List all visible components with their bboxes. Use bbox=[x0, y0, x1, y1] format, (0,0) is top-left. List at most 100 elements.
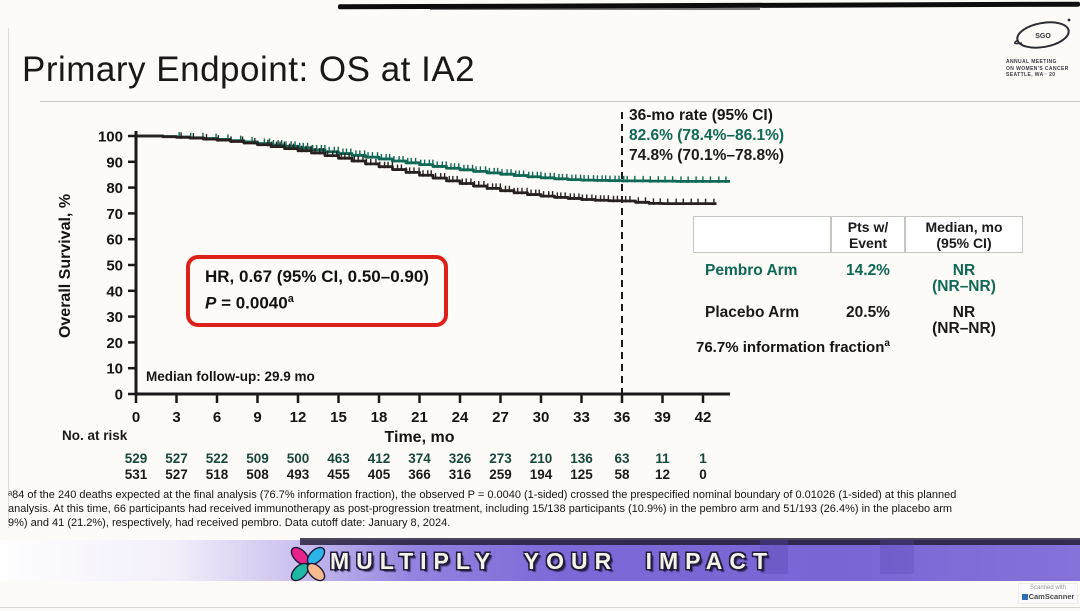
risk-count-pembro-t3: 527 bbox=[165, 451, 188, 466]
risk-count-pembro-t9: 509 bbox=[246, 451, 269, 466]
svg-text:60: 60 bbox=[106, 232, 123, 249]
svg-text:6: 6 bbox=[213, 409, 221, 426]
svg-text:36: 36 bbox=[614, 409, 631, 426]
svg-text:15: 15 bbox=[330, 409, 347, 426]
banner-texture-block bbox=[760, 540, 788, 574]
bottom-hairline bbox=[0, 607, 1080, 608]
risk-count-placebo-t15: 455 bbox=[327, 466, 350, 482]
rate-annotation-placebo: 74.8% (70.1%–78.8%) bbox=[629, 147, 785, 164]
rate-annotation-title: 36-mo rate (95% CI) bbox=[629, 107, 773, 124]
information-fraction-text: 76.7% information fraction bbox=[696, 339, 885, 356]
camscanner-name: CamScanner bbox=[1028, 592, 1075, 601]
pinwheel-flower-icon bbox=[290, 546, 326, 582]
results-header-median: Median, mo (95% CI) bbox=[905, 216, 1023, 253]
risk-count-placebo-t3: 527 bbox=[165, 466, 188, 482]
hr-line: HR, 0.67 (95% CI, 0.50–0.90) bbox=[205, 267, 429, 286]
row-placebo-event: 20.5% bbox=[846, 304, 890, 321]
p-symbol: P bbox=[205, 293, 217, 313]
svg-text:30: 30 bbox=[533, 409, 550, 426]
risk-count-pembro-t27: 273 bbox=[489, 451, 512, 466]
risk-count-placebo-t27: 259 bbox=[489, 466, 512, 482]
risk-count-pembro-t24: 326 bbox=[448, 451, 472, 466]
risk-count-placebo-t33: 125 bbox=[570, 466, 593, 482]
svg-text:39: 39 bbox=[654, 409, 671, 426]
svg-text:42: 42 bbox=[695, 409, 712, 426]
risk-count-placebo-t21: 366 bbox=[408, 466, 431, 482]
p-value-line: P = 0.0040a bbox=[205, 288, 429, 315]
svg-text:3: 3 bbox=[172, 409, 180, 426]
camscanner-line2: CamScanner bbox=[1019, 592, 1077, 601]
risk-count-placebo-t30: 194 bbox=[529, 466, 553, 482]
rate-annotation-pembro: 82.6% (78.4%–86.1%) bbox=[629, 127, 785, 144]
scan-left-crease bbox=[8, 28, 9, 528]
svg-text:SGO: SGO bbox=[1035, 33, 1051, 40]
footnote-line-1: ᵃ84 of the 240 deaths expected at the fi… bbox=[8, 489, 957, 501]
svg-text:9: 9 bbox=[253, 409, 261, 426]
svg-text:30: 30 bbox=[106, 309, 123, 326]
risk-count-placebo-t18: 405 bbox=[367, 466, 391, 482]
p-footnote-marker: a bbox=[287, 293, 294, 305]
risk-count-placebo-t12: 493 bbox=[286, 466, 310, 482]
risk-count-placebo-t9: 508 bbox=[246, 466, 269, 482]
row-placebo-median: NR (NR–NR) bbox=[932, 304, 996, 337]
title-underline bbox=[40, 101, 1080, 102]
risk-count-placebo-t36: 58 bbox=[614, 466, 630, 482]
results-header-events: Pts w/ Event bbox=[831, 216, 905, 253]
risk-count-pembro-t39: 11 bbox=[655, 451, 670, 466]
risk-count-pembro-t33: 136 bbox=[570, 451, 593, 466]
banner-slogan: MULTIPLY YOUR IMPACT bbox=[330, 548, 775, 574]
sgo-swirl-icon: SGO bbox=[1014, 18, 1071, 49]
risk-count-placebo-t0: 531 bbox=[124, 466, 148, 482]
scan-page-edge-thin bbox=[430, 8, 760, 10]
svg-text:33: 33 bbox=[573, 409, 590, 426]
svg-text:21: 21 bbox=[411, 409, 428, 426]
footnote-line-2: analysis. At this time, 66 participants … bbox=[8, 502, 953, 515]
conference-banner: MULTIPLY YOUR IMPACT bbox=[0, 538, 1080, 582]
results-table: Pts w/ Event Median, mo (95% CI) Pembro … bbox=[693, 216, 1023, 337]
row-pembro-label: Pembro Arm bbox=[705, 262, 798, 279]
slide-footnote: ᵃ84 of the 240 deaths expected at the fi… bbox=[8, 489, 1080, 530]
risk-count-pembro-t15: 463 bbox=[327, 451, 350, 466]
svg-text:Overall Survival, %: Overall Survival, % bbox=[57, 194, 74, 338]
svg-text:Time, mo: Time, mo bbox=[385, 429, 455, 446]
svg-text:50: 50 bbox=[106, 258, 123, 275]
risk-count-pembro-t0: 529 bbox=[124, 451, 148, 466]
risk-count-pembro-t36: 63 bbox=[614, 451, 630, 466]
risk-count-placebo-t6: 518 bbox=[205, 466, 229, 482]
svg-text:70: 70 bbox=[106, 206, 123, 223]
risk-count-placebo-t24: 316 bbox=[448, 466, 472, 482]
svg-text:18: 18 bbox=[371, 409, 388, 426]
risk-count-placebo-t42: 0 bbox=[699, 466, 707, 482]
risk-count-pembro-t21: 374 bbox=[408, 451, 431, 466]
median-followup-label: Median follow-up: 29.9 mo bbox=[146, 369, 315, 384]
camscanner-icon bbox=[1021, 594, 1028, 600]
svg-text:10: 10 bbox=[106, 361, 123, 378]
risk-count-pembro-t12: 500 bbox=[286, 451, 310, 466]
hazard-ratio-callout: HR, 0.67 (95% CI, 0.50–0.90) P = 0.0040a bbox=[186, 255, 448, 327]
camscanner-line1: Scanned with bbox=[1029, 585, 1067, 591]
page-title: Primary Endpoint: OS at IA2 bbox=[22, 50, 476, 89]
camscanner-badge: Scanned with CamScanner bbox=[1018, 583, 1078, 604]
rate-annotation: 36-mo rate (95% CI) 82.6% (78.4%–86.1%) … bbox=[629, 106, 784, 166]
svg-text:27: 27 bbox=[492, 409, 509, 426]
information-fraction-sup: a bbox=[884, 338, 890, 349]
information-fraction-note: 76.7% information fractiona bbox=[696, 338, 890, 356]
svg-text:12: 12 bbox=[290, 409, 307, 426]
svg-text:80: 80 bbox=[106, 180, 123, 197]
banner-texture-block bbox=[880, 540, 914, 574]
risk-count-pembro-t18: 412 bbox=[367, 451, 391, 466]
row-pembro-median: NR (NR–NR) bbox=[932, 262, 996, 295]
logo-text-line2: ON WOMEN'S CANCER bbox=[1006, 65, 1069, 72]
banner-top-strip bbox=[300, 538, 1080, 545]
svg-text:24: 24 bbox=[452, 409, 469, 426]
no-at-risk-label: No. at risk bbox=[62, 428, 128, 443]
risk-count-pembro-t42: 1 bbox=[699, 451, 707, 466]
p-value: = 0.0040 bbox=[216, 293, 288, 313]
footnote-line-3: 9%) and 41 (21.2%), respectively, had re… bbox=[8, 516, 451, 529]
row-pembro-event: 14.2% bbox=[846, 262, 890, 279]
svg-text:40: 40 bbox=[106, 283, 123, 300]
logo-text-line3: SEATTLE, WA · 20 bbox=[1006, 72, 1056, 78]
sgo-logo: SGO ANNUAL MEETING ON WOMEN'S CANCER SEA… bbox=[1006, 12, 1080, 88]
svg-text:90: 90 bbox=[106, 154, 123, 171]
